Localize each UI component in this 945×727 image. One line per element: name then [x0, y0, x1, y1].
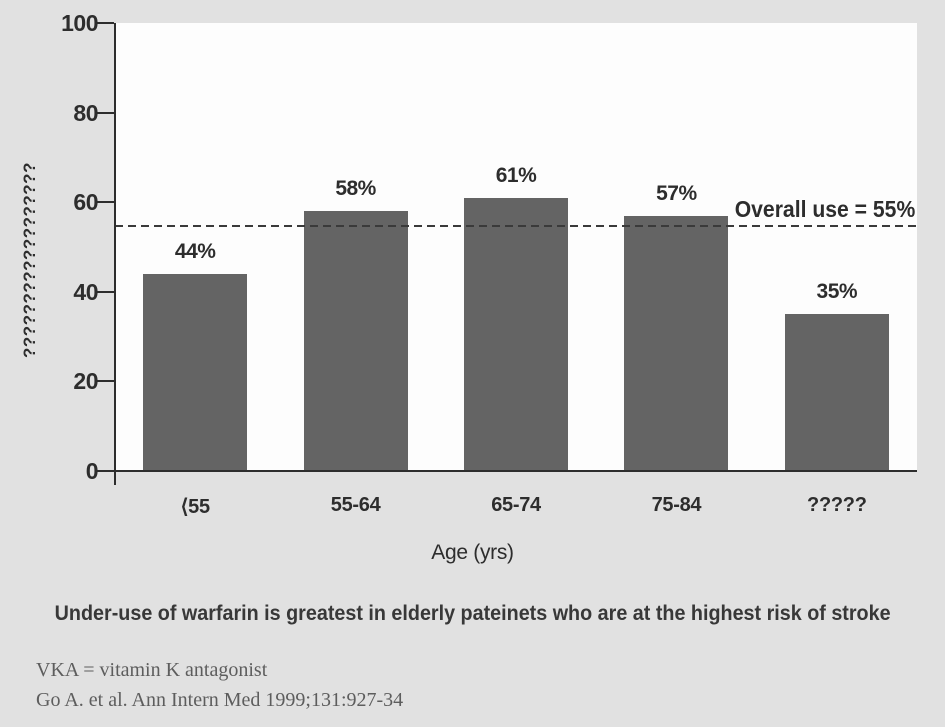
x-axis-tick-label: ?????: [807, 494, 867, 516]
footnote-abbreviation: VKA = vitamin K antagonist: [36, 659, 268, 681]
y-axis-tick-label: 0: [85, 458, 99, 484]
y-axis-line: [114, 23, 116, 485]
footnotes: VKA = vitamin K antagonist Go A. et al. …: [36, 655, 403, 715]
y-axis-tick-label: 20: [73, 368, 98, 395]
y-axis-title: ??????????????????: [20, 162, 39, 358]
y-axis-tick-label: 80: [73, 99, 98, 126]
x-axis-line: [97, 470, 917, 472]
bar-value-label: 35%: [816, 280, 858, 304]
bar-value-label: 58%: [335, 177, 376, 201]
bar-?????: [784, 314, 889, 471]
y-axis-tick-label: 100: [61, 10, 98, 36]
bar-value-label: 57%: [656, 181, 697, 205]
x-axis-tick-label: ⟨55: [180, 496, 210, 518]
bar-55-64: [303, 211, 408, 471]
y-axis-tick-label: 60: [73, 189, 98, 216]
reference-line: [115, 224, 917, 227]
footnote-citation: Go A. et al. Ann Intern Med 1999;131:927…: [36, 689, 404, 711]
x-axis-title: Age (yrs): [431, 541, 514, 564]
y-axis-tick-label: 40: [73, 278, 98, 305]
chart-caption-text: Under-use of warfarin is greatest in eld…: [54, 602, 891, 625]
reference-line-label: Overall use = 55%: [734, 195, 915, 222]
x-axis-tick-label: 75-84: [651, 494, 702, 516]
x-axis-tick-label: 65-74: [491, 494, 541, 516]
bar-value-label: 61%: [495, 163, 537, 187]
bar-65-74: [464, 197, 568, 471]
y-axis-tick: [97, 111, 114, 114]
y-axis-tick: [97, 290, 114, 293]
plot-area: Overall use = 55% 44% 58% 61% 57% 35%: [115, 23, 917, 471]
bar-value-label: 44%: [174, 239, 216, 263]
y-axis-tick: [97, 22, 114, 24]
bar-⟨55: [143, 273, 248, 471]
bar-75-84: [624, 215, 729, 471]
chart-caption: Under-use of warfarin is greatest in eld…: [0, 602, 945, 626]
x-axis-tick-labels: ⟨55 55-64 65-74 75-84?????: [115, 494, 917, 519]
x-axis-tick-label: 55-64: [330, 494, 381, 516]
y-axis-tick: [97, 380, 114, 383]
y-axis-tick: [97, 201, 114, 204]
